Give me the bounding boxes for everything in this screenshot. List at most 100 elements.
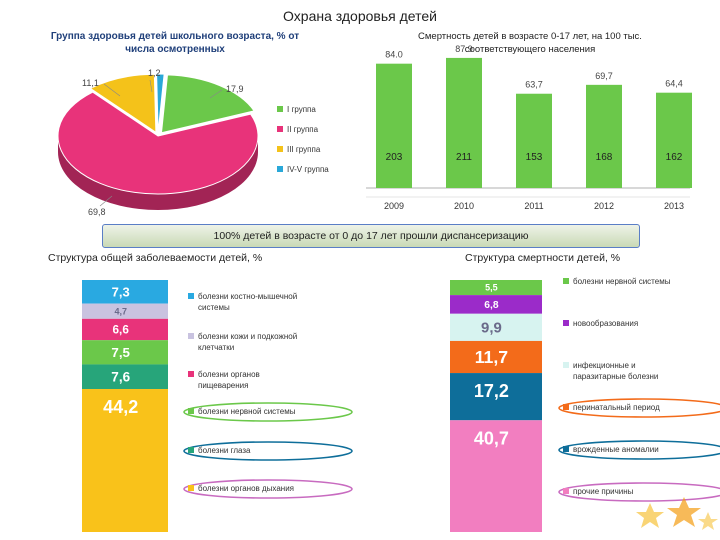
bar-inner-label: 162: [666, 152, 683, 163]
stack-legend-item: системы: [198, 303, 230, 312]
bar-category-label: 2012: [594, 201, 614, 211]
bar-value-label: 84.0: [385, 50, 403, 60]
stack-legend-item: болезни нервной системы: [198, 407, 296, 416]
bar-category-label: 2013: [664, 201, 684, 211]
pie-value-label: 1,2: [148, 68, 161, 78]
stack-segment: [450, 280, 542, 296]
stack-segment: [82, 340, 168, 365]
stack-legend-item: болезни костно-мышечной: [198, 292, 297, 301]
stack-segment: [82, 303, 168, 319]
stack-value-label: 17,2: [474, 381, 509, 401]
bar-inner-label: 153: [526, 152, 543, 163]
stack-value-label: 44,2: [103, 397, 138, 417]
stack-segment: [82, 364, 168, 390]
stack-value-label: 5,5: [485, 283, 498, 293]
pie-value-label: 11,1: [82, 78, 99, 88]
pie-legend-swatch: [277, 106, 283, 112]
stack-legend-item: болезни кожи и подкожной: [198, 332, 297, 341]
pie-slice: [89, 73, 157, 134]
bar-chart-title: Смертность детей в возрасте 0-17 лет, на…: [418, 31, 642, 55]
pie-value-label: 69,8: [88, 207, 106, 217]
stack-value-label: 6,8: [484, 300, 499, 311]
pie-slice-side: [58, 136, 258, 210]
stack-segment: [450, 295, 542, 314]
stack-legend-swatch: [188, 371, 194, 377]
star-decoration: [636, 497, 718, 530]
legend-highlight-ring: [558, 440, 720, 460]
stack-legend-swatch: [563, 446, 569, 452]
morbidity-structure-title: Структура общей заболеваемости детей, %: [48, 252, 263, 264]
legend-highlight-ring: [558, 398, 720, 418]
pie-slice: [160, 74, 255, 134]
stack-value-label: 7,6: [111, 369, 130, 384]
stack-legend-swatch: [188, 485, 194, 491]
pie-legend-swatch: [277, 146, 283, 152]
stack-segment: [450, 313, 542, 341]
stack-legend-swatch: [563, 488, 569, 494]
stack-legend-item: инфекционные и: [573, 361, 636, 370]
pie-slice: [156, 73, 165, 133]
stack-segment: [82, 318, 168, 341]
pie-value-label: 17,9: [226, 84, 244, 94]
stack-segment: [450, 340, 542, 374]
star-decoration-icon: [636, 503, 664, 528]
stack-segment: [450, 373, 542, 421]
legend-highlight-ring: [183, 479, 353, 499]
pie-legend-item: III группа: [287, 145, 321, 154]
stack-value-label: 6,6: [113, 324, 130, 337]
pie-leader-line: [149, 79, 153, 93]
stack-legend-item: болезни глаза: [198, 446, 251, 455]
bar-value-label: 64,4: [665, 79, 683, 89]
pie-leader-line: [209, 89, 223, 99]
mortality-bar: [516, 93, 552, 188]
pie-legend-item: II группа: [287, 125, 319, 134]
stack-value-label: 11,7: [475, 347, 509, 367]
pie-legend-swatch: [277, 126, 283, 132]
stack-legend-item: болезни нервной системы: [573, 277, 671, 286]
legend-highlight-ring: [183, 441, 353, 461]
stack-legend-item: болезни органов дыхания: [198, 484, 294, 493]
pie-legend-item: IV-V группа: [287, 165, 329, 174]
stack-legend-item: новообразования: [573, 319, 638, 328]
stack-value-label: 9,9: [481, 320, 502, 337]
bar-value-label: 63,7: [525, 80, 543, 90]
star-decoration-icon: [667, 497, 701, 527]
stack-legend-swatch: [188, 447, 194, 453]
stack-value-label: 7,3: [112, 284, 130, 299]
pie-legend-item: I группа: [287, 105, 316, 114]
stack-legend-swatch: [188, 408, 194, 414]
legend-highlight-ring: [183, 402, 353, 422]
stack-legend-item: врожденные аномалии: [573, 445, 659, 454]
legend-highlight-ring: [558, 482, 720, 502]
mortality-bar: [376, 63, 412, 188]
stack-legend-swatch: [563, 404, 569, 410]
pie-leader-line: [99, 195, 113, 207]
mortality-bar: [656, 92, 692, 188]
stack-legend-item: клетчатки: [198, 343, 234, 352]
mortality-bar: [446, 57, 482, 188]
stack-legend-item: прочие причины: [573, 487, 634, 496]
stack-legend-swatch: [563, 362, 569, 368]
page-title: Охрана здоровья детей: [283, 8, 437, 24]
bar-inner-label: 168: [596, 152, 613, 163]
stack-segment: [82, 280, 168, 304]
bar-value-label: 69,7: [595, 71, 613, 81]
pie-slice: [57, 91, 259, 195]
stack-legend-swatch: [563, 278, 569, 284]
bar-category-label: 2009: [384, 201, 404, 211]
stack-legend-item: паразитарные болезни: [573, 372, 658, 381]
stack-value-label: 4,7: [114, 306, 127, 316]
stack-segment: [82, 389, 168, 532]
stack-segment: [450, 420, 542, 532]
pie-legend-swatch: [277, 166, 283, 172]
mortality-structure-title: Структура смертности детей, %: [465, 252, 621, 264]
pie-chart-title: Группа здоровья детей школьного возраста…: [50, 31, 300, 55]
stack-legend-item: пищеварения: [198, 381, 248, 390]
bar-category-label: 2011: [524, 201, 543, 211]
star-decoration-icon: [698, 512, 718, 530]
mortality-bar: [586, 84, 622, 188]
stack-legend-item: перинатальный период: [573, 403, 660, 412]
screening-banner: 100% детей в возрасте от 0 до 17 лет про…: [102, 224, 640, 248]
bar-category-label: 2010: [454, 201, 474, 211]
bar-inner-label: 211: [456, 152, 472, 163]
